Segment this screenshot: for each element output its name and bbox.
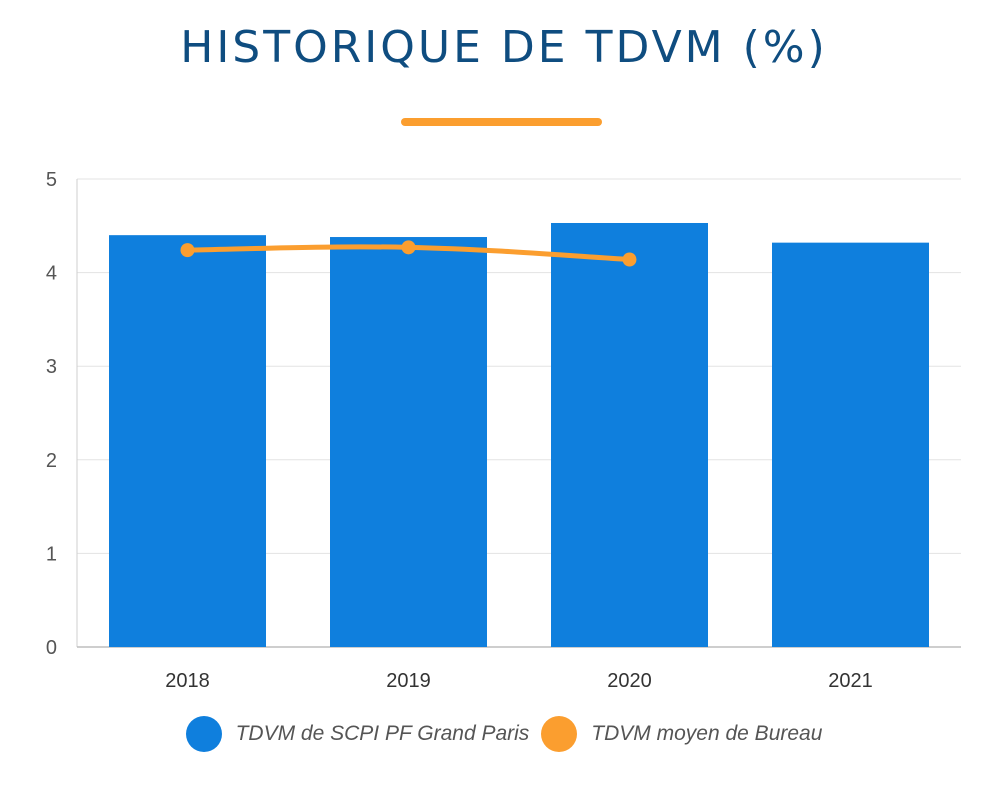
bar <box>772 242 929 647</box>
legend: TDVM de SCPI PF Grand Paris TDVM moyen d… <box>0 714 1008 754</box>
y-tick-label: 1 <box>46 543 57 565</box>
x-tick-label: 2020 <box>607 670 652 692</box>
chart-title: HISTORIQUE DE TDVM (%) <box>180 22 828 73</box>
y-tick-label: 2 <box>46 450 57 472</box>
line-point <box>401 240 416 255</box>
legend-label-bar-series: TDVM de SCPI PF Grand Paris <box>235 722 530 745</box>
y-tick-label: 3 <box>46 356 57 378</box>
legend-swatch-bar <box>185 716 222 752</box>
legend-swatch-line <box>541 716 578 752</box>
x-tick-label: 2019 <box>386 670 431 692</box>
line-point <box>180 243 195 258</box>
y-tick-label: 4 <box>46 263 57 285</box>
x-tick-label: 2021 <box>828 670 873 692</box>
bar <box>109 235 266 647</box>
bar <box>551 222 708 647</box>
y-tick-label: 5 <box>46 169 57 191</box>
legend-label-line-series: TDVM moyen de Bureau <box>591 722 823 745</box>
x-tick-label: 2018 <box>165 670 210 692</box>
title-underline <box>401 118 602 126</box>
legend-item-line-series[interactable]: TDVM moyen de Bureau <box>541 716 822 752</box>
y-tick-label: 0 <box>46 637 57 659</box>
legend-item-bar-series[interactable]: TDVM de SCPI PF Grand Paris <box>185 716 530 752</box>
bar <box>330 237 487 648</box>
line-point <box>622 252 637 267</box>
